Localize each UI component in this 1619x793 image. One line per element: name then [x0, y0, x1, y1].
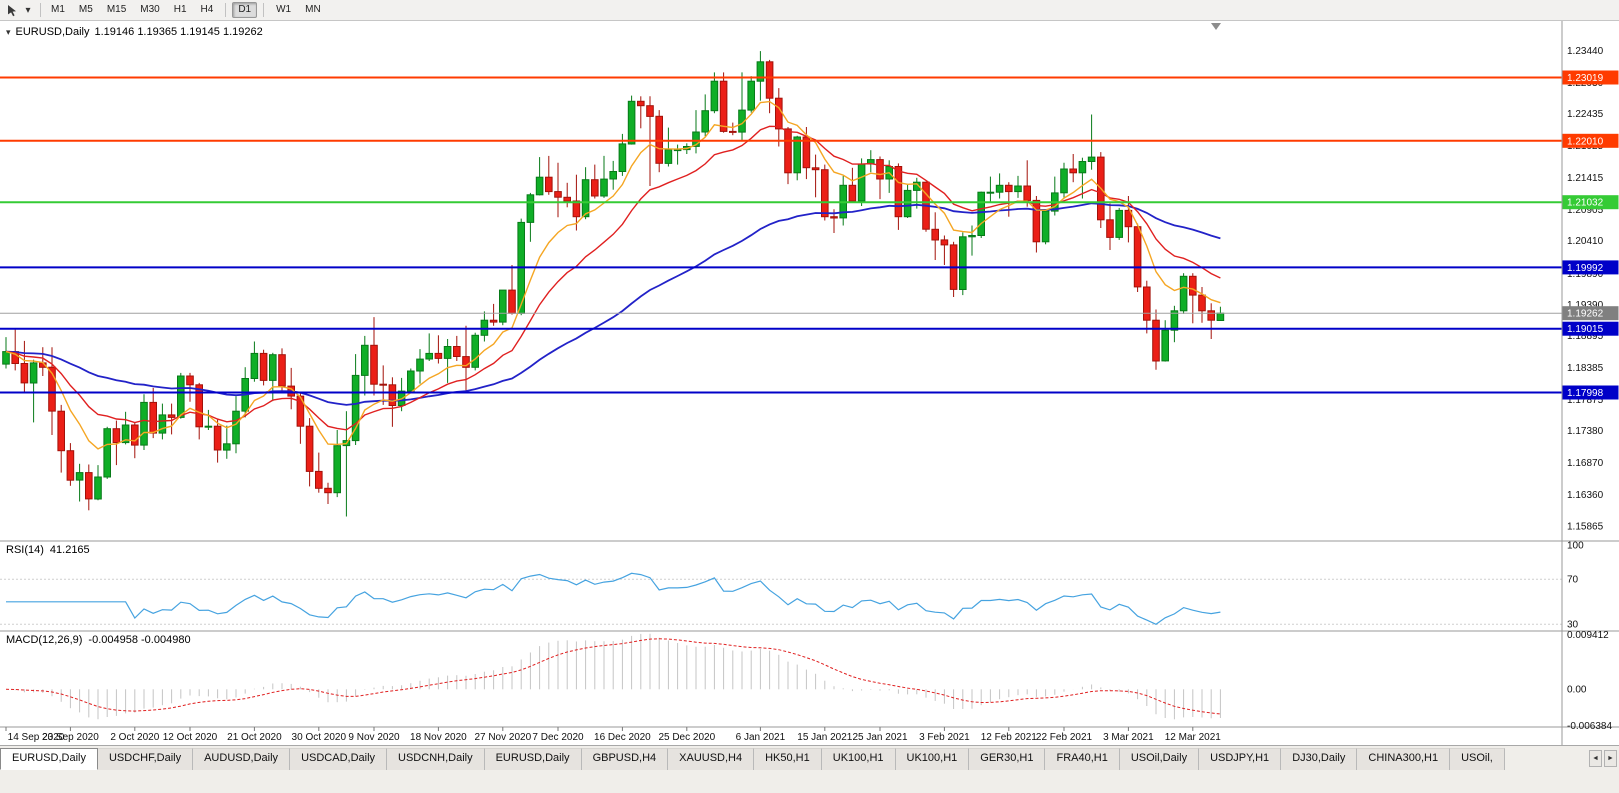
svg-text:1.20905: 1.20905: [1567, 205, 1604, 216]
svg-text:25 Dec 2020: 25 Dec 2020: [658, 732, 715, 743]
svg-text:1.23440: 1.23440: [1567, 46, 1604, 57]
tab-uk100-h1[interactable]: UK100,H1: [895, 748, 970, 770]
tab-audusd-daily[interactable]: AUDUSD,Daily: [193, 748, 291, 770]
svg-text:7 Dec 2020: 7 Dec 2020: [532, 732, 584, 743]
chart-tabs: EURUSD,Daily USDCHF,Daily AUDUSD,Daily USDC…: [0, 748, 1589, 770]
svg-text:23 Sep 2020: 23 Sep 2020: [42, 732, 99, 743]
tab-fra40-h1[interactable]: FRA40,H1: [1045, 748, 1120, 770]
svg-text:1.20410: 1.20410: [1567, 236, 1604, 247]
svg-text:1.22435: 1.22435: [1567, 109, 1604, 120]
svg-text:30 Oct 2020: 30 Oct 2020: [292, 732, 347, 743]
chart-ohlc-values: 1.19146 1.19365 1.19145 1.19262: [94, 26, 263, 38]
tab-scroll-left-icon[interactable]: ◄: [1589, 750, 1602, 767]
toolbar-separator: [263, 3, 265, 17]
tab-usoil-daily[interactable]: USOil,Daily: [1119, 748, 1200, 770]
timeframe-button-d1[interactable]: D1: [232, 2, 258, 18]
timeframe-button-m1[interactable]: M1: [51, 4, 65, 15]
chart-symbol-period: EURUSD,Daily: [15, 26, 90, 38]
svg-text:12 Oct 2020: 12 Oct 2020: [163, 732, 218, 743]
svg-text:1.15865: 1.15865: [1567, 521, 1604, 532]
svg-text:1.19015: 1.19015: [1567, 324, 1604, 335]
timeframe-button-group: M1 M5 M15 M30 H1 H4 D1 W1 MN: [45, 2, 327, 18]
svg-text:22 Feb 2021: 22 Feb 2021: [1036, 732, 1093, 743]
svg-text:1.23019: 1.23019: [1567, 73, 1604, 84]
svg-text:1.21032: 1.21032: [1567, 198, 1604, 209]
tab-eurusd-daily[interactable]: EURUSD,Daily: [0, 748, 98, 770]
dropdown-caret-icon[interactable]: ▾: [25, 4, 31, 16]
toolbar-separator: [225, 3, 227, 17]
svg-text:6 Jan 2021: 6 Jan 2021: [736, 732, 786, 743]
timeframe-button-m30[interactable]: M30: [140, 4, 160, 15]
rsi-indicator-label: RSI(14) 41.2165: [6, 544, 90, 556]
svg-text:1.19262: 1.19262: [1567, 309, 1604, 320]
svg-text:15 Jan 2021: 15 Jan 2021: [797, 732, 852, 743]
svg-text:-0.006384: -0.006384: [1567, 721, 1612, 732]
timeframe-button-mn[interactable]: MN: [305, 4, 321, 15]
svg-text:1.16360: 1.16360: [1567, 490, 1604, 501]
tab-ger30-h1[interactable]: GER30,H1: [969, 748, 1046, 770]
tab-scroll-right-icon[interactable]: ►: [1604, 750, 1617, 767]
tab-usdcnh-daily[interactable]: USDCNH,Daily: [387, 748, 485, 770]
timeframe-button-m15[interactable]: M15: [106, 4, 127, 15]
tab-usdcad-daily[interactable]: USDCAD,Daily: [290, 748, 388, 770]
macd-indicator-label: MACD(12,26,9) -0.004958 -0.004980: [6, 634, 191, 646]
tab-scroll-buttons: ◄ ►: [1589, 750, 1617, 767]
chart-tab-strip: EURUSD,Daily USDCHF,Daily AUDUSD,Daily USDC…: [0, 745, 1619, 793]
macd-name: MACD(12,26,9): [6, 634, 83, 646]
rsi-value: 41.2165: [49, 544, 90, 556]
tab-hk50-h1[interactable]: HK50,H1: [754, 748, 822, 770]
timeframe-button-m5[interactable]: M5: [78, 4, 93, 15]
macd-values: -0.004958 -0.004980: [88, 634, 191, 646]
tab-dj30-daily[interactable]: DJ30,Daily: [1281, 748, 1358, 770]
tab-uk100-h1[interactable]: UK100,H1: [821, 748, 896, 770]
svg-text:25 Jan 2021: 25 Jan 2021: [852, 732, 907, 743]
svg-text:1.22010: 1.22010: [1567, 136, 1604, 147]
svg-text:1.18895: 1.18895: [1567, 331, 1604, 342]
svg-text:27 Nov 2020: 27 Nov 2020: [474, 732, 531, 743]
svg-text:1.17875: 1.17875: [1567, 395, 1604, 406]
svg-text:0.009412: 0.009412: [1567, 630, 1609, 641]
svg-text:1.17380: 1.17380: [1567, 426, 1604, 437]
pointer-icon[interactable]: [4, 2, 20, 18]
timeframe-toolbar: ▾ M1 M5 M15 M30 H1 H4 D1 W1 MN: [0, 0, 1619, 21]
svg-text:1.16870: 1.16870: [1567, 458, 1604, 469]
svg-text:0.00: 0.00: [1567, 684, 1587, 695]
timeframe-button-h4[interactable]: H4: [200, 4, 214, 15]
timeframe-button-w1[interactable]: W1: [276, 4, 292, 15]
svg-text:100: 100: [1567, 541, 1584, 552]
tab-china300-h1[interactable]: CHINA300,H1: [1357, 748, 1451, 770]
svg-text:2 Oct 2020: 2 Oct 2020: [110, 732, 159, 743]
one-click-trading-toggle-icon[interactable]: ▾: [6, 26, 11, 37]
svg-text:30: 30: [1567, 619, 1579, 630]
tab-usoil[interactable]: USOil,: [1450, 748, 1505, 770]
chart-title: ▾ EURUSD,Daily 1.19146 1.19365 1.19145 1…: [6, 26, 263, 38]
svg-text:14 Sep 2020: 14 Sep 2020: [8, 732, 65, 743]
svg-text:18 Nov 2020: 18 Nov 2020: [410, 732, 467, 743]
tab-xauusd-h4[interactable]: XAUUSD,H4: [668, 748, 755, 770]
tab-eurusd-daily[interactable]: EURUSD,Daily: [484, 748, 582, 770]
svg-text:70: 70: [1567, 574, 1579, 585]
svg-text:12 Feb 2021: 12 Feb 2021: [981, 732, 1038, 743]
svg-text:1.18385: 1.18385: [1567, 363, 1604, 374]
svg-text:1.17998: 1.17998: [1567, 388, 1604, 399]
svg-text:1.21415: 1.21415: [1567, 173, 1604, 184]
tab-usdjpy-h1[interactable]: USDJPY,H1: [1199, 748, 1282, 770]
tab-gbpusd-h4[interactable]: GBPUSD,H4: [581, 748, 669, 770]
toolbar-separator: [40, 3, 41, 17]
svg-text:12 Mar 2021: 12 Mar 2021: [1165, 732, 1222, 743]
rsi-name: RSI(14): [6, 544, 44, 556]
svg-text:16 Dec 2020: 16 Dec 2020: [594, 732, 651, 743]
svg-text:21 Oct 2020: 21 Oct 2020: [227, 732, 282, 743]
svg-text:3 Feb 2021: 3 Feb 2021: [919, 732, 970, 743]
timeframe-button-h1[interactable]: H1: [173, 4, 187, 15]
svg-text:1.19390: 1.19390: [1567, 300, 1604, 311]
svg-text:9 Nov 2020: 9 Nov 2020: [348, 732, 400, 743]
svg-text:3 Mar 2021: 3 Mar 2021: [1103, 732, 1154, 743]
tab-usdchf-daily[interactable]: USDCHF,Daily: [97, 748, 194, 770]
svg-text:1.19992: 1.19992: [1567, 263, 1604, 274]
